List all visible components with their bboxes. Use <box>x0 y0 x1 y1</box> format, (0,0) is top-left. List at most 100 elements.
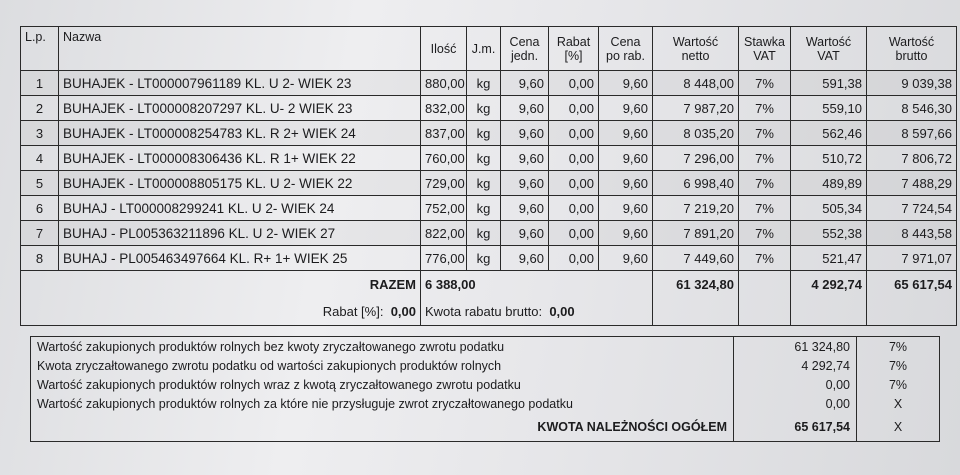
summary-label: Wartość zakupionych produktów rolnych wr… <box>30 375 734 394</box>
header-price-after: Cena po rab. <box>598 26 653 71</box>
cell-price-after: 9,60 <box>598 195 653 221</box>
cell-qty: 880,00 <box>420 70 467 96</box>
summary-value: 0,00 <box>733 375 857 394</box>
cell-discount: 0,00 <box>548 95 599 121</box>
tax-summary-table: Wartość zakupionych produktów rolnych be… <box>30 336 940 442</box>
cell-unit: kg <box>466 245 501 271</box>
summary-label: Kwota zryczałtowanego zwrotu podatku od … <box>30 356 734 375</box>
summary-value: 65 617,54 <box>733 413 857 442</box>
header-text: Wartość <box>888 34 935 49</box>
table-row: 8 BUHAJ - PL005463497664 KL. R+ 1+ WIEK 2… <box>20 245 957 271</box>
summary-rate: X <box>893 396 903 411</box>
cell-lp: 2 <box>20 95 59 121</box>
cell-vat: 552,38 <box>790 220 867 246</box>
table-row: 3 BUHAJEK - LT000008254783 KL. R 2+ WIEK … <box>20 120 957 146</box>
cell-vat-rate: 7% <box>738 195 791 221</box>
header-text: po rab. <box>606 48 645 63</box>
cell-price-after: 9,60 <box>598 120 653 146</box>
cell-net: 8 035,20 <box>652 120 739 146</box>
cell-name: BUHAJEK - LT000008805175 KL. U 2- WIEK 2… <box>58 170 421 196</box>
cell-qty: 752,00 <box>420 195 467 221</box>
cell-price: 9,60 <box>500 120 549 146</box>
cell-discount: 0,00 <box>548 120 599 146</box>
table-row: 2 BUHAJEK - LT000008207297 KL. U- 2 WIEK … <box>20 95 957 121</box>
header-unit: J.m. <box>466 26 501 71</box>
cell-gross: 8 597,66 <box>866 120 957 146</box>
cell-unit: kg <box>466 120 501 146</box>
cell-qty: 729,00 <box>420 170 467 196</box>
discount-percent: Rabat [%]: 0,00 <box>20 297 421 326</box>
discount-value: 0,00 <box>390 303 416 319</box>
summary-rate: 7% <box>888 358 908 373</box>
header-net: Wartość netto <box>652 26 739 71</box>
cell-vat: 505,34 <box>790 195 867 221</box>
cell-net: 7 296,00 <box>652 145 739 171</box>
summary-value: 4 292,74 <box>733 356 857 375</box>
cell-net: 7 449,60 <box>652 245 739 271</box>
cell-price-after: 9,60 <box>598 145 653 171</box>
cell-unit: kg <box>466 195 501 221</box>
cell-qty: 760,00 <box>420 145 467 171</box>
empty-cell <box>790 297 867 326</box>
header-text: Cena <box>509 34 540 49</box>
cell-name: BUHAJEK - LT000007961189 KL. U 2- WIEK 2… <box>58 70 421 96</box>
cell-net: 6 998,40 <box>652 170 739 196</box>
cell-name: BUHAJ - PL005463497664 KL. R+ 1+ WIEK 25 <box>58 245 421 271</box>
cell-vat: 489,89 <box>790 170 867 196</box>
cell-gross: 7 488,29 <box>866 170 957 196</box>
summary-label: Wartość zakupionych produktów rolnych be… <box>30 336 734 356</box>
header-text: Wartość <box>672 34 719 49</box>
header-name: Nazwa <box>58 26 421 71</box>
cell-gross: 7 971,07 <box>866 245 957 271</box>
cell-price: 9,60 <box>500 195 549 221</box>
cell-price-after: 9,60 <box>598 220 653 246</box>
cell-qty: 822,00 <box>420 220 467 246</box>
summary-rate: X <box>893 420 903 434</box>
invoice-items-table: L.p. Nazwa Ilość J.m. Cena jedn. Rabat [%]… <box>20 26 957 326</box>
header-text: jedn. <box>510 48 539 63</box>
summary-row: Wartość zakupionych produktów rolnych be… <box>30 336 940 356</box>
cell-unit: kg <box>466 220 501 246</box>
header-qty: Ilość <box>420 26 467 71</box>
header-text: Stawka <box>744 34 785 49</box>
cell-price: 9,60 <box>500 70 549 96</box>
totals-vat: 4 292,74 <box>790 270 867 297</box>
cell-qty: 837,00 <box>420 120 467 146</box>
cell-price-after: 9,60 <box>598 95 653 121</box>
table-row: 7 BUHAJ - PL005363211896 KL. U 2- WIEK 27… <box>20 220 957 246</box>
cell-vat-rate: 7% <box>738 245 791 271</box>
totals-label: RAZEM <box>20 270 421 297</box>
cell-gross: 7 724,54 <box>866 195 957 221</box>
cell-lp: 3 <box>20 120 59 146</box>
cell-net: 8 448,00 <box>652 70 739 96</box>
cell-name: BUHAJEK - LT000008207297 KL. U- 2 WIEK 2… <box>58 95 421 121</box>
cell-name: BUHAJ - PL005363211896 KL. U 2- WIEK 27 <box>58 220 421 246</box>
cell-discount: 0,00 <box>548 70 599 96</box>
header-text: Rabat <box>556 34 591 49</box>
header-text: VAT <box>753 48 776 63</box>
header-unit-price: Cena jedn. <box>500 26 549 71</box>
cell-net: 7 219,20 <box>652 195 739 221</box>
header-lp: L.p. <box>20 26 59 71</box>
totals-empty <box>738 270 791 297</box>
cell-net: 7 987,20 <box>652 95 739 121</box>
header-text: Wartość <box>805 34 852 49</box>
totals-qty: 6 388,00 <box>420 270 653 297</box>
cell-discount: 0,00 <box>548 145 599 171</box>
table-header: L.p. Nazwa Ilość J.m. Cena jedn. Rabat [%]… <box>20 26 957 71</box>
cell-vat: 510,72 <box>790 145 867 171</box>
cell-discount: 0,00 <box>548 245 599 271</box>
cell-vat-rate: 7% <box>738 170 791 196</box>
summary-row: Kwota zryczałtowanego zwrotu podatku od … <box>30 356 940 375</box>
summary-value: 61 324,80 <box>733 336 857 356</box>
cell-price: 9,60 <box>500 145 549 171</box>
header-gross: Wartość brutto <box>866 26 957 71</box>
empty-cell <box>866 297 957 326</box>
table-row: 5 BUHAJEK - LT000008805175 KL. U 2- WIEK … <box>20 170 957 196</box>
table-row: 4 BUHAJEK - LT000008306436 KL. R 1+ WIEK … <box>20 145 957 171</box>
cell-vat: 591,38 <box>790 70 867 96</box>
table-row: 6 BUHAJ - LT000008299241 KL. U 2- WIEK 24… <box>20 195 957 221</box>
cell-qty: 776,00 <box>420 245 467 271</box>
cell-lp: 4 <box>20 145 59 171</box>
cell-lp: 1 <box>20 70 59 96</box>
